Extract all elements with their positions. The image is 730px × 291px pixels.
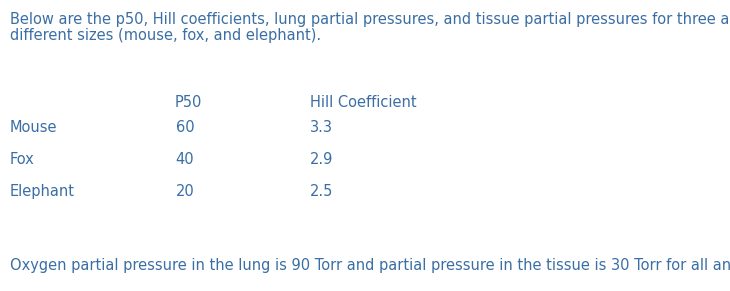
Text: Elephant: Elephant [10, 184, 75, 199]
Text: 3.3: 3.3 [310, 120, 333, 135]
Text: Oxygen partial pressure in the lung is 90 Torr and partial pressure in the tissu: Oxygen partial pressure in the lung is 9… [10, 258, 730, 273]
Text: Hill Coefficient: Hill Coefficient [310, 95, 417, 110]
Text: P50: P50 [175, 95, 202, 110]
Text: 2.9: 2.9 [310, 152, 334, 167]
Text: 40: 40 [176, 152, 194, 167]
Text: Below are the p50, Hill coefficients, lung partial pressures, and tissue partial: Below are the p50, Hill coefficients, lu… [10, 12, 730, 27]
Text: 20: 20 [176, 184, 194, 199]
Text: Mouse: Mouse [10, 120, 58, 135]
Text: different sizes (mouse, fox, and elephant).: different sizes (mouse, fox, and elephan… [10, 28, 321, 43]
Text: Fox: Fox [10, 152, 35, 167]
Text: 60: 60 [176, 120, 194, 135]
Text: 2.5: 2.5 [310, 184, 334, 199]
